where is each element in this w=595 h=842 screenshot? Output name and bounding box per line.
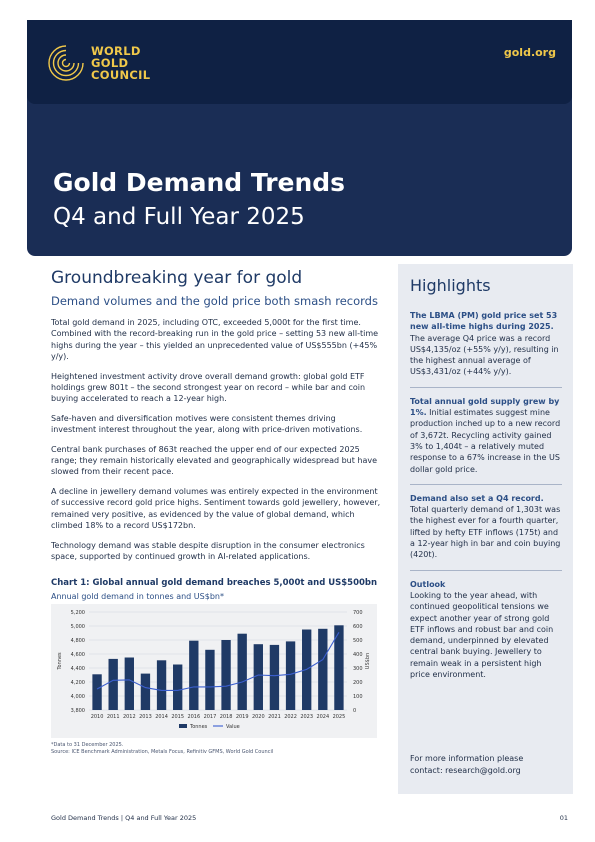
- body-paragraph: Total gold demand in 2025, including OTC…: [51, 318, 379, 362]
- contact-email[interactable]: contact: research@gold.org: [410, 766, 521, 775]
- body-paragraph: A decline in jewellery demand volumes wa…: [51, 486, 381, 531]
- brand-line-2: GOLD: [91, 56, 129, 70]
- highlight-item: The LBMA (PM) gold price set 53 new all-…: [410, 310, 562, 388]
- value-series-line: [96, 632, 340, 691]
- brand-bar: WORLD GOLD COUNCIL gold.org: [27, 20, 572, 104]
- bar-2025: [334, 625, 344, 710]
- highlight-lead: The LBMA (PM) gold price set 53 new all-…: [410, 311, 558, 332]
- y2-tick-label: 200: [353, 680, 363, 686]
- bar-2021: [269, 644, 280, 710]
- body-paragraph: Technology demand was stable despite dis…: [51, 540, 365, 561]
- highlight-item: Demand also set a Q4 record. Total quart…: [410, 493, 562, 571]
- y-tick-label: 4,800: [71, 638, 85, 644]
- bar-2012: [124, 657, 134, 710]
- chart-title: Chart 1: Global annual gold demand breac…: [51, 578, 378, 588]
- footnote-source: Source: ICE Benchmark Administration, Me…: [51, 749, 274, 755]
- site-link[interactable]: gold.org: [503, 46, 556, 59]
- bar-2018: [221, 640, 231, 710]
- highlight-lead: Total annual gold supply grew by 1%.: [410, 396, 560, 418]
- x-tick-label: 2016: [187, 714, 200, 720]
- y-axis-label: Tonnes: [57, 652, 63, 671]
- outlook-text: Looking to the year ahead, with continue…: [410, 590, 554, 680]
- body-paragraph: Safe-haven and diversification motives w…: [51, 413, 363, 435]
- highlight-text: Initial estimates suggest mine productio…: [410, 408, 561, 474]
- x-tick-label: 2011: [107, 714, 120, 720]
- footer-title: Gold Demand Trends | Q4 and Full Year 20…: [51, 814, 197, 822]
- y2-tick-label: 400: [353, 652, 363, 658]
- y-tick-label: 4,000: [71, 694, 85, 700]
- x-tick-label: 2025: [333, 714, 346, 720]
- brand-line-1: WORLD: [91, 44, 141, 58]
- highlight-item: Total annual gold supply grew by 1%. Ini…: [410, 396, 562, 485]
- bar-2010: [92, 674, 102, 710]
- x-tick-label: 2012: [123, 714, 136, 720]
- x-tick-label: 2019: [236, 714, 249, 720]
- legend-label-value: Value: [226, 724, 240, 730]
- x-tick-label: 2017: [204, 714, 217, 720]
- highlights-list: The LBMA (PM) gold price set 53 new all-…: [410, 310, 562, 697]
- report-subtitle: Q4 and Full Year 2025: [53, 204, 305, 230]
- highlights-sidebar: Highlights The LBMA (PM) gold price set …: [398, 264, 573, 794]
- bar-2015: [173, 664, 183, 710]
- bar-2017: [205, 649, 215, 710]
- outlook-heading: Outlook: [410, 579, 446, 589]
- x-tick-label: 2022: [284, 714, 297, 720]
- x-tick-label: 2021: [268, 714, 281, 720]
- contact-info: For more information please contact: res…: [410, 753, 562, 777]
- world-gold-council-logo-icon: [48, 45, 84, 81]
- x-tick-label: 2018: [220, 714, 233, 720]
- footnote-date: *Data to 31 December 2025.: [51, 742, 124, 748]
- highlights-heading: Highlights: [410, 276, 491, 295]
- gold-demand-chart: 5,200 5,000 4,800 4,600 4,400 4,200 4,000 3,800…: [57, 610, 371, 730]
- y-tick-label: 4,600: [71, 652, 85, 658]
- x-tick-label: 2013: [139, 714, 152, 720]
- bar-2019: [237, 633, 247, 710]
- chart-footnote: *Data to 31 December 2025. Source: ICE B…: [51, 742, 273, 756]
- y-tick-label: 3,800: [71, 708, 85, 714]
- y2-tick-label: 700: [353, 610, 363, 616]
- report-title: Gold Demand Trends: [53, 168, 346, 197]
- y-tick-label: 4,400: [71, 666, 85, 672]
- y2-tick-label: 300: [353, 666, 363, 672]
- highlight-lead: Demand also set a Q4 record.: [410, 493, 544, 503]
- legend-label-tonnes: Tonnes: [189, 724, 208, 730]
- page-number: 01: [559, 814, 568, 822]
- y2-axis-label: US$bn: [365, 653, 371, 669]
- chart-subtitle: Annual gold demand in tonnes and US$bn*: [51, 592, 224, 601]
- x-tick-label: 2015: [171, 714, 184, 720]
- x-tick-label: 2020: [252, 714, 265, 720]
- highlight-text: The average Q4 price was a record US$4,1…: [410, 333, 559, 377]
- contact-line: For more information please: [410, 754, 524, 763]
- bar-2014: [156, 660, 167, 710]
- x-tick-label: 2023: [300, 714, 313, 720]
- body-paragraph: Heightened investment activity drove ove…: [51, 371, 366, 404]
- section-heading: Groundbreaking year for gold: [51, 268, 303, 288]
- bar-2013: [140, 673, 151, 710]
- legend-swatch-tonnes: [179, 724, 187, 728]
- section-subheading: Demand volumes and the gold price both s…: [51, 294, 378, 308]
- cover-header: WORLD GOLD COUNCIL gold.org Gold Demand …: [27, 20, 572, 256]
- body-paragraph: Central bank purchases of 863t reached t…: [51, 444, 378, 477]
- y2-tick-label: 500: [353, 638, 363, 644]
- y-tick-label: 5,000: [71, 624, 85, 630]
- y2-tick-label: 600: [353, 624, 363, 630]
- x-tick-label: 2010: [91, 714, 104, 720]
- bar-2020: [253, 644, 263, 710]
- main-column: Groundbreaking year for gold Demand volu…: [51, 268, 381, 562]
- outlook-item: Outlook Looking to the year ahead, with c…: [410, 579, 562, 690]
- y2-tick-label: 0: [353, 708, 356, 714]
- bar-2016: [189, 640, 199, 710]
- y-tick-label: 5,200: [71, 610, 85, 616]
- x-tick-label: 2024: [316, 714, 329, 720]
- highlight-text: Total quarterly demand of 1,303t was the…: [410, 505, 561, 560]
- brand-line-3: COUNCIL: [91, 68, 151, 82]
- bar-2024: [318, 628, 328, 710]
- y2-tick-label: 100: [353, 694, 363, 700]
- bar-2011: [108, 658, 118, 710]
- x-tick-label: 2014: [155, 714, 168, 720]
- y-tick-label: 4,200: [71, 680, 85, 686]
- bar-2022: [285, 641, 296, 710]
- brand-name: WORLD GOLD COUNCIL: [91, 45, 150, 81]
